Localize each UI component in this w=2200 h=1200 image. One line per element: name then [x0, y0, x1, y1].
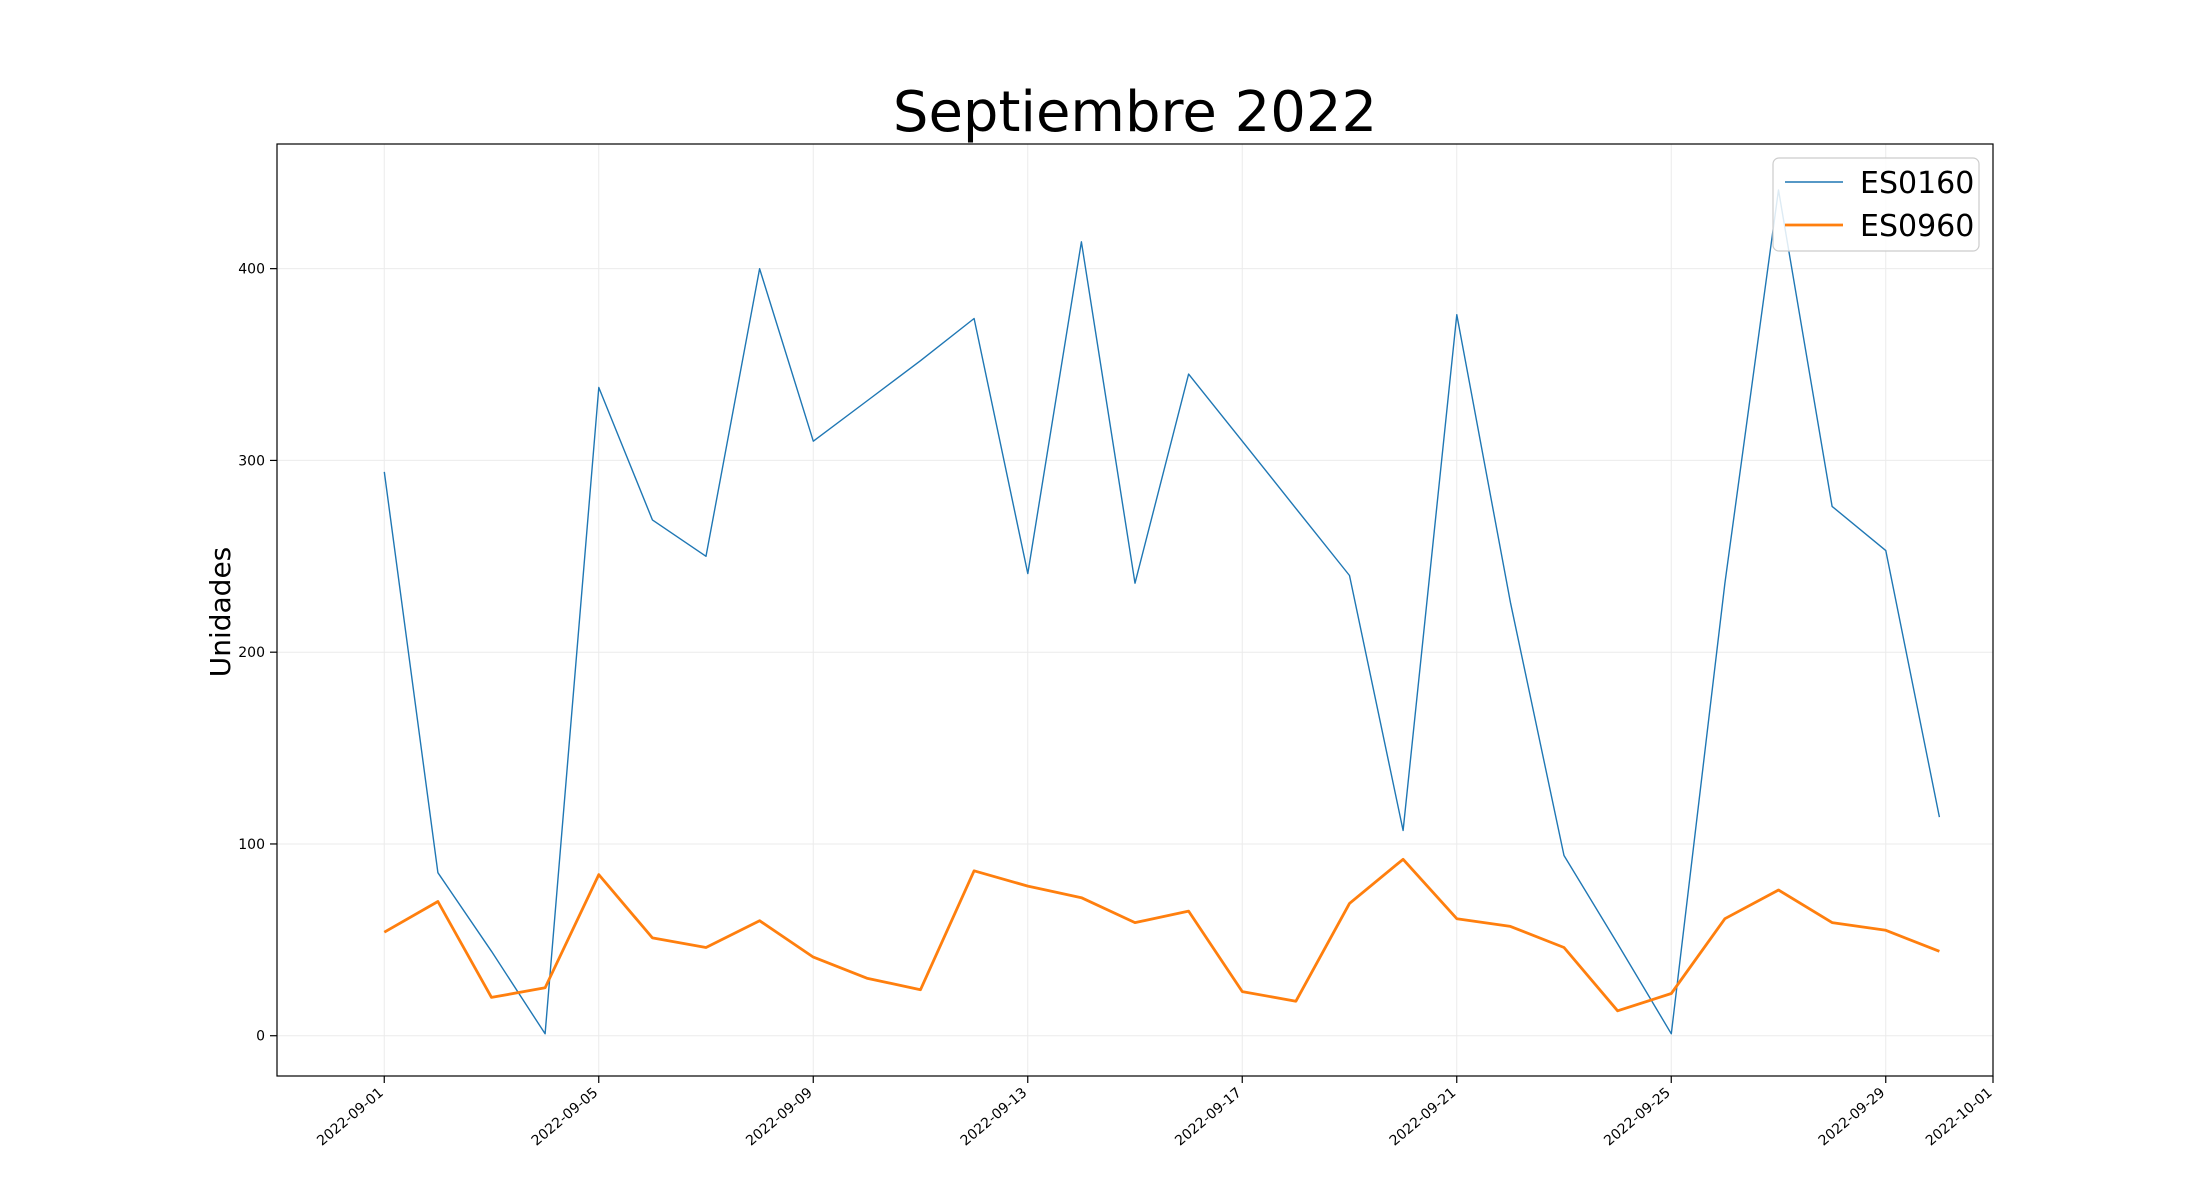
axis-ticks: 0 100 200 300 400 2022-09-01 2022-09-05 2022-09…: [238, 262, 1995, 1150]
x-tick-label: 2022-09-17: [1172, 1085, 1245, 1150]
x-tick-label: 2022-10-01: [1923, 1085, 1996, 1150]
x-tick-label: 2022-09-01: [314, 1085, 387, 1150]
x-tick-label: 2022-09-21: [1387, 1085, 1460, 1150]
y-axis-label: Unidades: [204, 547, 237, 678]
x-tick-label: 2022-09-29: [1816, 1085, 1889, 1150]
legend-box: [1772, 157, 1980, 252]
legend-label-es0160: ES0160: [1860, 166, 1974, 201]
chart-title: Septiembre 2022: [893, 80, 1377, 145]
grid-lines: [277, 144, 1993, 1076]
y-tick-label: 400: [238, 262, 265, 278]
legend: ES0160 ES0960: [1772, 157, 1980, 252]
x-tick-label: 2022-09-25: [1601, 1085, 1674, 1150]
series-lines: [383, 189, 1941, 1035]
x-tick-label: 2022-09-05: [529, 1085, 602, 1150]
plot-frame: [276, 143, 1994, 1077]
y-tick-label: 200: [238, 645, 265, 661]
y-tick-label: 300: [238, 453, 265, 469]
legend-label-es0960: ES0960: [1860, 209, 1974, 244]
y-tick-label: 0: [256, 1029, 265, 1045]
series-line-es0960: [383, 857, 1940, 1013]
series-line-es0160: [383, 189, 1941, 1035]
y-tick-label: 100: [238, 837, 265, 853]
x-tick-label: 2022-09-09: [743, 1085, 816, 1150]
x-tick-label: 2022-09-13: [958, 1085, 1031, 1150]
